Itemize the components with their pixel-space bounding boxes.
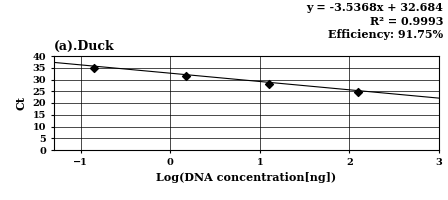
Point: [90, 67, 98, 70]
Y-axis label: Ct: Ct: [16, 96, 27, 110]
X-axis label: Log(DNA concentration[ng]): Log(DNA concentration[ng]): [156, 172, 336, 183]
Point: [265, 82, 272, 85]
Point: [355, 91, 362, 94]
Text: y = -3.5368x + 32.684
R² = 0.9993
Efficiency: 91.75%: y = -3.5368x + 32.684 R² = 0.9993 Effici…: [306, 2, 444, 40]
Point: [183, 74, 190, 78]
Text: (a).Duck: (a).Duck: [54, 40, 114, 53]
